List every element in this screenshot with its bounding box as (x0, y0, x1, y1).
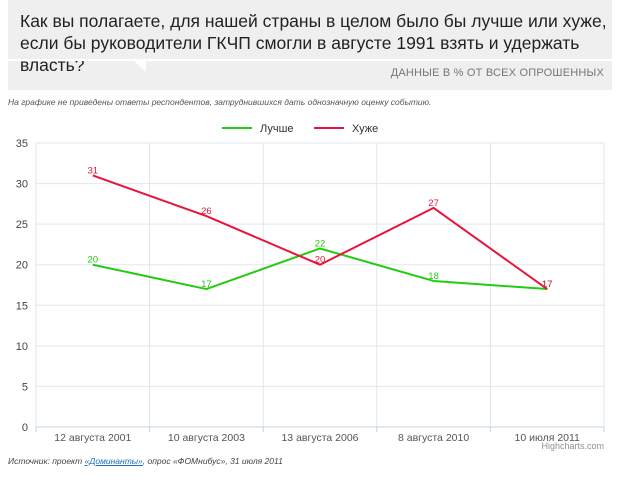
data-label: 20 (315, 255, 326, 266)
x-tick-label: 10 августа 2003 (168, 432, 245, 444)
header-divider (8, 59, 612, 61)
data-label: 17 (542, 279, 553, 290)
question-title: Как вы полагаете, для нашей страны в цел… (20, 11, 607, 75)
legend-label: Лучше (260, 123, 294, 135)
data-label: 17 (542, 279, 553, 290)
data-label: 18 (428, 271, 439, 282)
source-project-link[interactable]: «Доминанты» (84, 456, 143, 466)
data-label: 27 (428, 198, 439, 209)
source-prefix: Источник: проект (8, 456, 85, 466)
credits-link[interactable]: Highcharts.com (541, 441, 604, 451)
data-label: 22 (315, 238, 326, 249)
callout-pointer (132, 59, 146, 72)
y-tick-label: 0 (22, 422, 28, 434)
x-tick-label: 12 августа 2001 (54, 432, 131, 444)
data-label: 26 (201, 206, 212, 217)
y-tick-label: 25 (16, 219, 28, 231)
source-line: Источник: проект «Доминанты», опрос «ФОМ… (8, 456, 283, 466)
legend-label: Хуже (352, 123, 378, 135)
source-suffix: , опрос «ФОМнибус», 31 июля 2011 (142, 456, 283, 466)
x-tick-label: 8 августа 2010 (398, 432, 469, 444)
x-tick-label: 10 июля 2011 (514, 432, 580, 444)
data-label: 17 (201, 279, 212, 290)
line-chart: 0 5 10 15 20 25 30 35 12 августа 2001 10 августа … (16, 123, 605, 444)
chart-header: Как вы полагаете, для нашей страны в цел… (8, 0, 612, 90)
data-label: 20 (88, 255, 99, 266)
y-tick-label: 30 (16, 179, 28, 191)
y-tick-label: 10 (16, 341, 28, 353)
y-tick-label: 5 (22, 381, 28, 393)
series-line (92, 174, 548, 290)
y-tick-label: 35 (16, 138, 28, 150)
units-subtitle: ДАННЫЕ В % ОТ ВСЕХ ОПРОШЕННЫХ (390, 67, 604, 79)
series-line (92, 247, 548, 291)
y-tick-label: 20 (16, 260, 28, 272)
data-label: 31 (88, 165, 99, 176)
y-tick-label: 15 (16, 300, 28, 312)
chart-note: На графике не приведены ответы респонден… (8, 97, 432, 107)
x-tick-label: 13 августа 2006 (281, 432, 358, 444)
